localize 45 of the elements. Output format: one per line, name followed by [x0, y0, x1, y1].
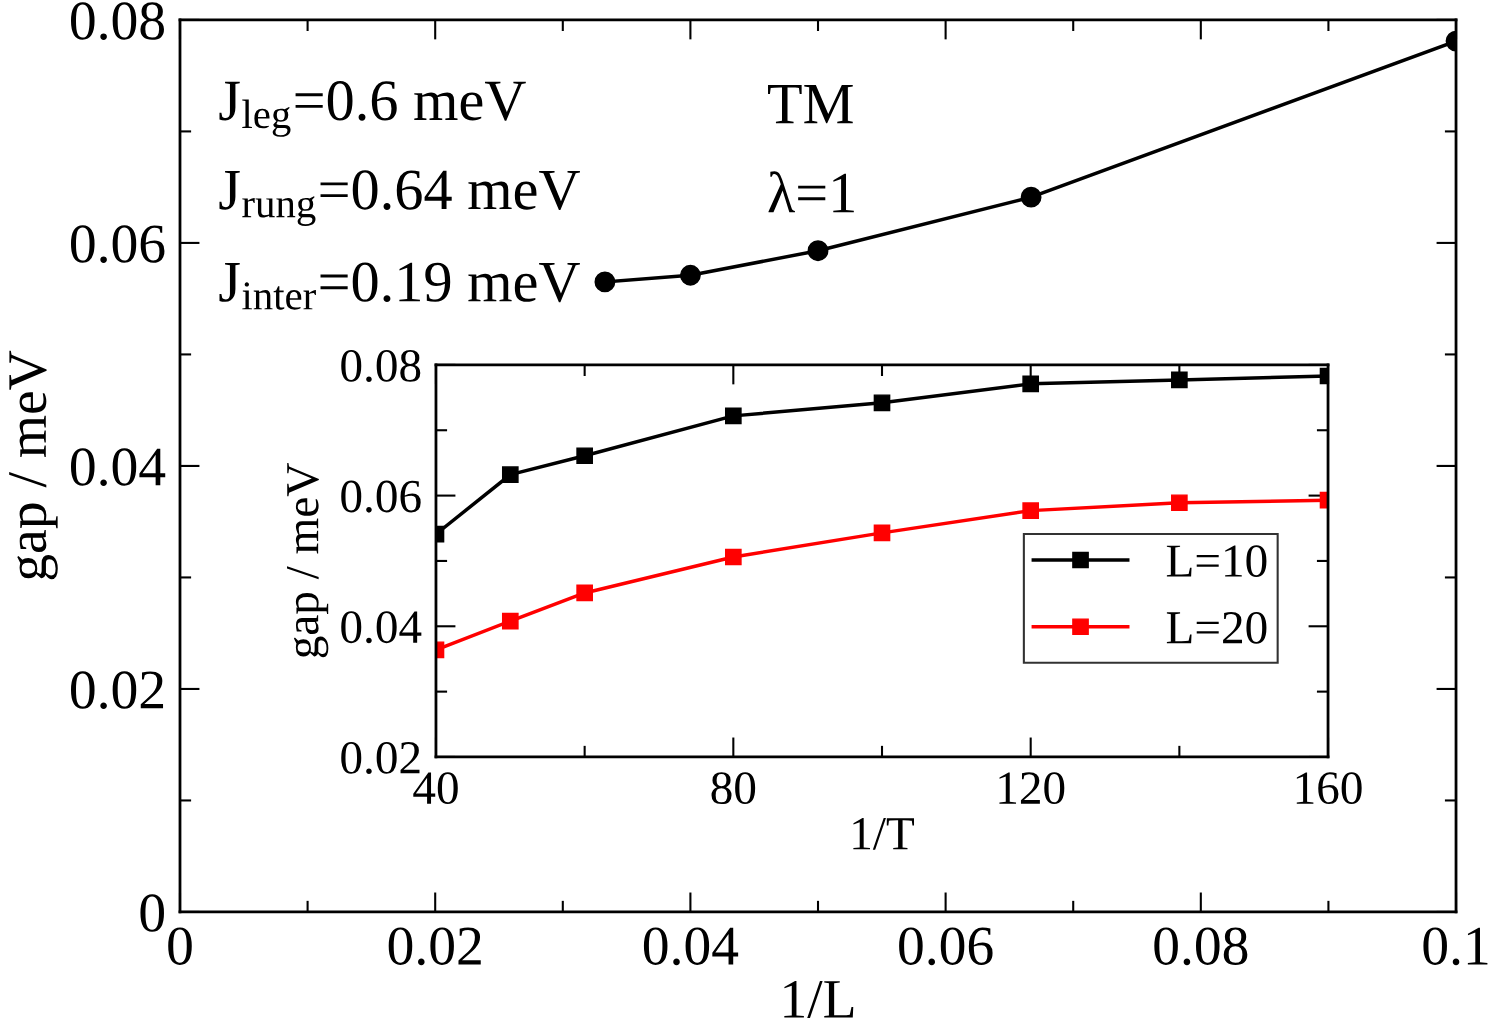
point: [679, 264, 701, 286]
y-tick-label: 0: [140, 894, 164, 932]
point: [873, 524, 891, 542]
annotation: J$_{inter}$=0.19 meV: [219, 262, 580, 310]
x-tick-label: 0.04: [643, 927, 739, 966]
point: [1022, 502, 1040, 519]
point: [873, 394, 891, 412]
y-tick-label: 0.06: [71, 225, 165, 263]
annotation: J$_{leg}$=0.6 meV: [219, 81, 526, 137]
x-tick-label: 120: [999, 772, 1065, 805]
point: [807, 240, 829, 262]
y-axis-title: gap / meV: [9, 350, 58, 580]
x-tick-label: 40: [413, 772, 458, 805]
x-tick-label: 0: [168, 927, 192, 965]
legend-label: L=20: [1166, 611, 1267, 644]
point: [594, 271, 616, 293]
point: [576, 584, 593, 602]
y-tick-label: 0.04: [341, 611, 422, 644]
y-tick-label: 0.02: [341, 741, 420, 775]
point: [1171, 494, 1188, 512]
x-tick-label: 0.06: [899, 927, 993, 966]
x-tick-label: 0.02: [388, 927, 481, 966]
y-tick-label: 0.08: [71, 2, 164, 40]
point: [724, 407, 742, 425]
annotation: TM: [768, 84, 853, 124]
y-tick-label: 0.06: [341, 480, 421, 513]
x-tick-label: 80: [711, 772, 756, 805]
x-axis-title: 1/L: [784, 980, 854, 1019]
x-tick-label: 0.08: [1154, 927, 1248, 966]
point: [501, 612, 519, 630]
y-axis-title: gap / meV: [287, 463, 329, 658]
x-axis-title: 1/T: [853, 818, 915, 850]
point: [1022, 375, 1040, 393]
y-tick-label: 0.08: [341, 349, 421, 382]
point: [501, 466, 519, 484]
y-tick-label: 0.04: [71, 448, 166, 486]
annotation: λ=1: [768, 171, 854, 213]
legend-label: L=10: [1166, 545, 1267, 578]
annotation: J$_{rung}$=0.64 meV: [219, 170, 580, 226]
point: [724, 548, 742, 566]
point: [1171, 371, 1188, 389]
x-tick-label: 160: [1296, 772, 1362, 805]
x-tick-label: 0.1: [1423, 927, 1488, 966]
y-tick-label: 0.02: [71, 671, 164, 710]
point: [576, 447, 593, 465]
